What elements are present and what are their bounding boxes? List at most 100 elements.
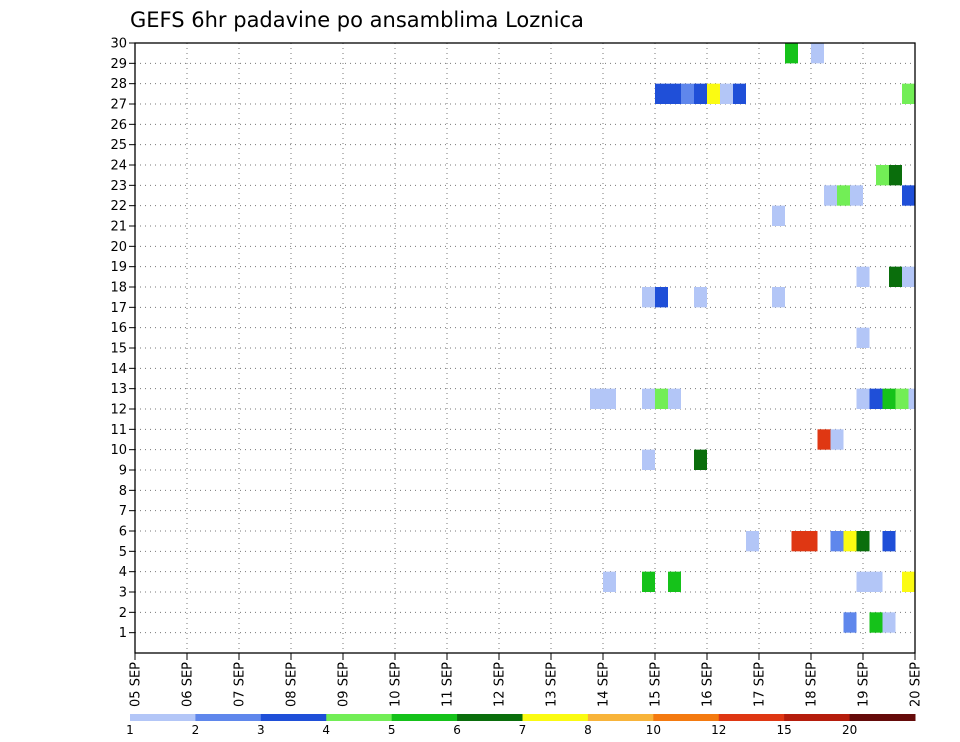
heatmap-cell [655,83,668,104]
heatmap-cell [869,612,883,633]
heatmap-cell [681,83,694,104]
heatmap-cell [642,287,655,308]
colorbar-label: 8 [584,723,592,737]
x-tick-label: 12 SEP [493,662,508,707]
heatmap-cell [642,571,655,592]
y-tick-label: 6 [119,525,127,540]
heatmap-cell [869,388,883,409]
heatmap-cell [869,571,883,592]
heatmap-cell [850,185,863,206]
colorbar-swatch [130,714,196,721]
heatmap-cell [837,185,850,206]
colorbar-swatch [457,714,523,721]
y-tick-label: 25 [110,138,127,153]
heatmap-cell [889,165,902,186]
y-tick-label: 22 [110,199,127,214]
y-tick-label: 11 [110,423,127,438]
heatmap-cell [791,531,805,552]
colorbar-swatch [653,714,720,721]
heatmap-cell [694,83,707,104]
heatmap-cell [707,83,720,104]
colorbar-swatch [587,714,654,721]
x-tick-label: 18 SEP [805,662,820,707]
colorbar-label: 2 [192,723,200,737]
heatmap-cell [772,205,785,226]
heatmap-cell [889,266,902,287]
heatmap-cell [908,388,915,409]
colorbar-label: 3 [257,723,265,737]
heatmap-cell [902,571,915,592]
y-tick-label: 2 [119,606,127,621]
x-tick-label: 07 SEP [233,662,248,707]
heatmap-cells [590,43,915,633]
heatmap-cell [856,571,870,592]
heatmap-cell [876,165,889,186]
colorbar-swatch [718,714,785,721]
colorbar-label: 6 [453,723,461,737]
y-tick-label: 12 [110,403,127,418]
y-tick-label: 7 [119,504,127,519]
x-tick-label: 15 SEP [649,662,664,707]
colorbar-label: 7 [519,723,527,737]
heatmap-cell [804,531,818,552]
y-tick-label: 29 [110,57,127,72]
y-tick-label: 9 [119,464,127,479]
heatmap-cell [830,531,844,552]
heatmap-cell [694,287,707,308]
x-tick-label: 08 SEP [285,662,300,707]
heatmap-cell [785,43,798,64]
colorbar-swatch [326,714,393,721]
y-tick-label: 19 [110,260,127,275]
heatmap-cell [668,571,681,592]
y-axis: 1234567891011121314151617181920212223242… [110,37,135,641]
heatmap-cell [733,83,746,104]
y-tick-label: 4 [119,565,127,580]
heatmap-cell [856,531,870,552]
x-tick-label: 16 SEP [701,662,716,707]
colorbar-swatch [522,714,589,721]
heatmap-cell [843,531,857,552]
colorbar-label: 12 [711,723,726,737]
heatmap-cell [655,388,668,409]
colorbar-swatch [784,714,851,721]
heatmap-cell [856,388,870,409]
x-tick-label: 14 SEP [597,662,612,707]
heatmap-cell [603,571,616,592]
x-tick-label: 11 SEP [441,662,456,707]
colorbar-label: 4 [322,723,330,737]
heatmap-cell [668,83,681,104]
colorbar-label: 1 [126,723,134,737]
y-tick-label: 16 [110,321,127,336]
colorbar-label: 10 [646,723,661,737]
heatmap-cell [902,83,915,104]
y-tick-label: 8 [119,484,127,499]
x-axis: 05 SEP 06 SEP 07 SEP 08 SEP 09 SEP 10 SEP 11 S… [129,653,924,707]
y-tick-label: 3 [119,586,127,601]
y-tick-label: 5 [119,545,127,560]
heatmap-cell [856,327,870,348]
colorbar-swatch [849,714,916,721]
y-tick-label: 24 [110,159,127,174]
heatmap-cell [856,266,870,287]
heatmap-cell [642,388,655,409]
heatmap-cell [720,83,733,104]
x-tick-label: 05 SEP [129,662,144,707]
x-tick-label: 20 SEP [909,662,924,707]
heatmap-cell [882,388,896,409]
heatmap-cell [843,612,857,633]
y-tick-label: 23 [110,179,127,194]
y-tick-label: 10 [110,443,127,458]
heatmap-cell [902,185,915,206]
y-tick-label: 28 [110,77,127,92]
heatmap-cell [811,43,824,64]
x-tick-label: 17 SEP [753,662,768,707]
y-tick-label: 15 [110,342,127,357]
heatmap-cell [895,388,909,409]
grid-lines [135,43,915,653]
x-tick-label: 13 SEP [545,662,560,707]
heatmap-cell [603,388,616,409]
colorbar-legend: 1 2 3 4 5 6 7 8 10 12 15 20 [126,714,916,737]
heatmap-cell [830,429,844,450]
heatmap-cell [902,266,915,287]
